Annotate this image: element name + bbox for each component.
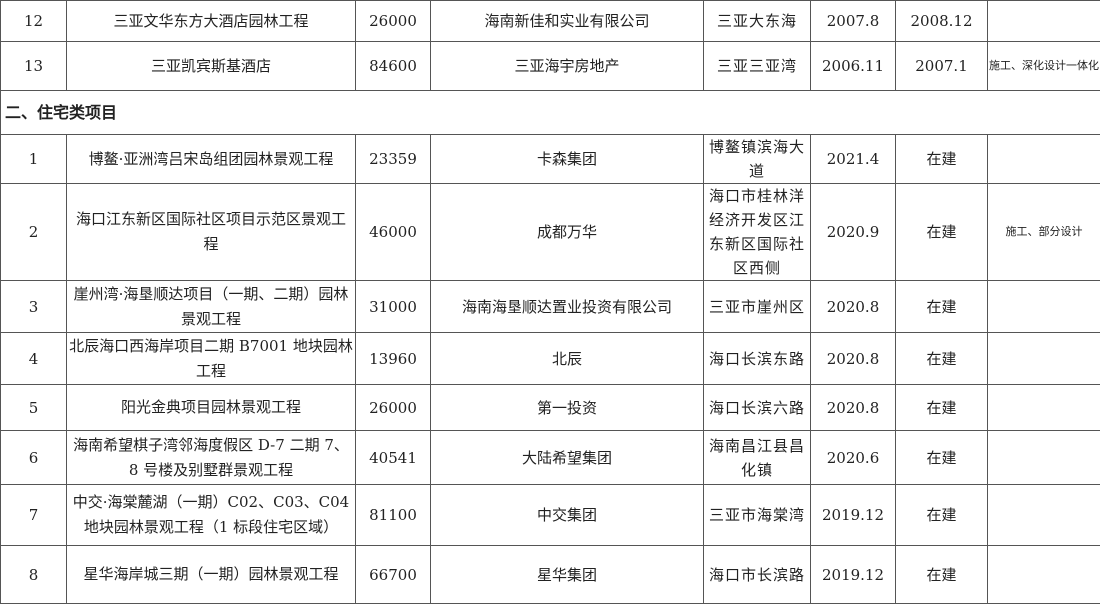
project-name: 中交·海棠麓湖（一期）C02、C03、C04 地块园林景观工程（1 标段住宅区域… xyxy=(66,484,356,546)
end-date: 2008.12 xyxy=(895,0,988,42)
location: 海口市桂林洋经济开发区江东新区国际社区西侧 xyxy=(703,183,811,281)
note xyxy=(987,430,1100,485)
note xyxy=(987,384,1100,431)
client: 第一投资 xyxy=(430,384,704,431)
client: 中交集团 xyxy=(430,484,704,546)
note xyxy=(987,134,1100,184)
start-date: 2006.11 xyxy=(810,41,896,91)
end-date: 2007.1 xyxy=(895,41,988,91)
area: 40541 xyxy=(355,430,431,485)
row-number: 1 xyxy=(0,134,67,184)
client: 海南新佳和实业有限公司 xyxy=(430,0,704,42)
table-row: 5 阳光金典项目园林景观工程 26000 第一投资 海口长滨六路 2020.8 在建 xyxy=(0,384,1100,431)
end-date: 在建 xyxy=(895,280,988,333)
area: 23359 xyxy=(355,134,431,184)
start-date: 2019.12 xyxy=(810,484,896,546)
client: 海南海垦顺达置业投资有限公司 xyxy=(430,280,704,333)
end-date: 在建 xyxy=(895,332,988,385)
note: 施工、深化设计一体化 xyxy=(987,41,1100,91)
row-number: 12 xyxy=(0,0,67,42)
client: 卡森集团 xyxy=(430,134,704,184)
location: 三亚市海棠湾 xyxy=(703,484,811,546)
project-name: 海南希望棋子湾邻海度假区 D-7 二期 7、8 号楼及别墅群景观工程 xyxy=(66,430,356,485)
note xyxy=(987,332,1100,385)
start-date: 2020.8 xyxy=(810,280,896,333)
note xyxy=(987,0,1100,42)
start-date: 2021.4 xyxy=(810,134,896,184)
location: 博鳌镇滨海大道 xyxy=(703,134,811,184)
end-date: 在建 xyxy=(895,484,988,546)
note xyxy=(987,484,1100,546)
location: 三亚市崖州区 xyxy=(703,280,811,333)
table-row: 12 三亚文华东方大酒店园林工程 26000 海南新佳和实业有限公司 三亚大东海 2007… xyxy=(0,0,1100,42)
row-number: 3 xyxy=(0,280,67,333)
project-name: 三亚凯宾斯基酒店 xyxy=(66,41,356,91)
start-date: 2020.9 xyxy=(810,183,896,281)
start-date: 2020.8 xyxy=(810,332,896,385)
area: 26000 xyxy=(355,384,431,431)
area: 26000 xyxy=(355,0,431,42)
section-header-row: 二、住宅类项目 xyxy=(0,90,1100,135)
row-number: 7 xyxy=(0,484,67,546)
note xyxy=(987,280,1100,333)
table-row: 3 崖州湾·海垦顺达项目（一期、二期）园林景观工程 31000 海南海垦顺达置业投资有… xyxy=(0,280,1100,333)
table-row: 2 海口江东新区国际社区项目示范区景观工程 46000 成都万华 海口市桂林洋经济开发区… xyxy=(0,183,1100,281)
client: 星华集团 xyxy=(430,545,704,604)
location: 海口长滨六路 xyxy=(703,384,811,431)
table-row: 7 中交·海棠麓湖（一期）C02、C03、C04 地块园林景观工程（1 标段住宅区… xyxy=(0,484,1100,546)
location: 海口市长滨路 xyxy=(703,545,811,604)
end-date: 在建 xyxy=(895,183,988,281)
row-number: 4 xyxy=(0,332,67,385)
project-name: 星华海岸城三期（一期）园林景观工程 xyxy=(66,545,356,604)
project-name: 海口江东新区国际社区项目示范区景观工程 xyxy=(66,183,356,281)
client: 三亚海宇房地产 xyxy=(430,41,704,91)
end-date: 在建 xyxy=(895,134,988,184)
area: 31000 xyxy=(355,280,431,333)
location: 三亚大东海 xyxy=(703,0,811,42)
area: 66700 xyxy=(355,545,431,604)
project-name: 阳光金典项目园林景观工程 xyxy=(66,384,356,431)
row-number: 5 xyxy=(0,384,67,431)
row-number: 13 xyxy=(0,41,67,91)
project-name: 三亚文华东方大酒店园林工程 xyxy=(66,0,356,42)
row-number: 2 xyxy=(0,183,67,281)
row-number: 6 xyxy=(0,430,67,485)
end-date: 在建 xyxy=(895,384,988,431)
project-name: 北辰海口西海岸项目二期 B7001 地块园林工程 xyxy=(66,332,356,385)
table-row: 4 北辰海口西海岸项目二期 B7001 地块园林工程 13960 北辰 海口长滨东路 20… xyxy=(0,332,1100,385)
project-name: 博鳌·亚洲湾吕宋岛组团园林景观工程 xyxy=(66,134,356,184)
area: 46000 xyxy=(355,183,431,281)
table-row: 6 海南希望棋子湾邻海度假区 D-7 二期 7、8 号楼及别墅群景观工程 40541… xyxy=(0,430,1100,485)
start-date: 2019.12 xyxy=(810,545,896,604)
client: 成都万华 xyxy=(430,183,704,281)
end-date: 在建 xyxy=(895,430,988,485)
area: 13960 xyxy=(355,332,431,385)
start-date: 2007.8 xyxy=(810,0,896,42)
location: 海南昌江县昌化镇 xyxy=(703,430,811,485)
client: 北辰 xyxy=(430,332,704,385)
start-date: 2020.8 xyxy=(810,384,896,431)
project-name: 崖州湾·海垦顺达项目（一期、二期）园林景观工程 xyxy=(66,280,356,333)
end-date: 在建 xyxy=(895,545,988,604)
area: 81100 xyxy=(355,484,431,546)
section-title: 二、住宅类项目 xyxy=(0,90,1100,135)
note xyxy=(987,545,1100,604)
table-row: 1 博鳌·亚洲湾吕宋岛组团园林景观工程 23359 卡森集团 博鳌镇滨海大道 2021.4… xyxy=(0,134,1100,184)
location: 三亚三亚湾 xyxy=(703,41,811,91)
note: 施工、部分设计 xyxy=(987,183,1100,281)
client: 大陆希望集团 xyxy=(430,430,704,485)
table-row: 13 三亚凯宾斯基酒店 84600 三亚海宇房地产 三亚三亚湾 2006.11 2007.1… xyxy=(0,41,1100,91)
location: 海口长滨东路 xyxy=(703,332,811,385)
area: 84600 xyxy=(355,41,431,91)
row-number: 8 xyxy=(0,545,67,604)
table-row: 8 星华海岸城三期（一期）园林景观工程 66700 星华集团 海口市长滨路 2019.12… xyxy=(0,545,1100,604)
start-date: 2020.6 xyxy=(810,430,896,485)
